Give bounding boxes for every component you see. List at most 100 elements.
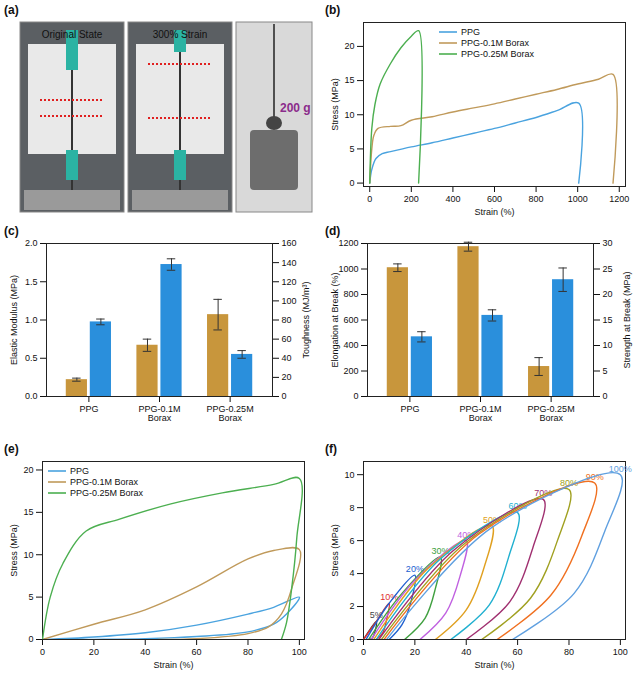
svg-text:1200: 1200 xyxy=(338,238,358,248)
svg-text:300% Strain: 300% Strain xyxy=(153,29,207,40)
svg-text:1.5: 1.5 xyxy=(25,277,38,287)
svg-text:60: 60 xyxy=(282,334,292,344)
svg-text:40: 40 xyxy=(461,647,471,657)
svg-text:Stress (MPa): Stress (MPa) xyxy=(330,78,340,131)
svg-text:1.0: 1.0 xyxy=(25,315,38,325)
svg-text:20: 20 xyxy=(89,647,99,657)
svg-text:10: 10 xyxy=(603,340,613,350)
svg-text:20: 20 xyxy=(603,289,613,299)
svg-text:PPG: PPG xyxy=(79,404,98,414)
html-text:PPG-0.25M Borax: PPG-0.25M Borax xyxy=(70,487,143,498)
svg-text:200 g: 200 g xyxy=(280,101,311,115)
svg-text:Strain (%): Strain (%) xyxy=(153,660,193,670)
svg-text:15: 15 xyxy=(603,315,613,325)
svg-text:50%: 50% xyxy=(482,514,501,525)
html-text:PPG: PPG xyxy=(70,465,89,476)
html-text:(a): (a) xyxy=(4,3,19,17)
svg-text:600: 600 xyxy=(343,315,358,325)
svg-text:20: 20 xyxy=(282,372,292,382)
svg-text:60: 60 xyxy=(513,647,523,657)
svg-text:80: 80 xyxy=(243,647,253,657)
svg-text:0.0: 0.0 xyxy=(25,391,38,401)
svg-text:40: 40 xyxy=(140,647,150,657)
svg-text:1000: 1000 xyxy=(338,264,358,274)
svg-text:0: 0 xyxy=(282,391,287,401)
svg-text:PPG-0.25MBorax: PPG-0.25MBorax xyxy=(207,404,254,423)
svg-text:5: 5 xyxy=(349,144,354,154)
svg-text:0: 0 xyxy=(353,391,358,401)
svg-text:5%: 5% xyxy=(369,610,383,621)
svg-text:200: 200 xyxy=(404,194,419,204)
svg-text:PPG-0.1MBorax: PPG-0.1MBorax xyxy=(459,404,501,423)
html-text:(f): (f) xyxy=(325,442,337,456)
svg-text:0: 0 xyxy=(349,178,354,188)
svg-text:160: 160 xyxy=(282,238,297,248)
svg-text:800: 800 xyxy=(343,289,358,299)
svg-text:PPG-0.25MBorax: PPG-0.25MBorax xyxy=(528,404,575,423)
svg-text:25: 25 xyxy=(603,264,613,274)
svg-text:30: 30 xyxy=(603,238,613,248)
svg-text:Elastic Modulus (MPa): Elastic Modulus (MPa) xyxy=(9,275,19,365)
svg-text:15: 15 xyxy=(344,75,354,85)
svg-text:2: 2 xyxy=(349,601,354,611)
svg-text:Stress (MPa): Stress (MPa) xyxy=(9,524,19,577)
svg-text:PPG: PPG xyxy=(400,404,419,414)
svg-text:400: 400 xyxy=(343,340,358,350)
svg-text:140: 140 xyxy=(282,258,297,268)
svg-text:80: 80 xyxy=(564,647,574,657)
svg-text:100: 100 xyxy=(613,647,628,657)
svg-text:Strain (%): Strain (%) xyxy=(474,660,514,670)
html-text:PPG-0.1M Borax: PPG-0.1M Borax xyxy=(461,37,529,48)
svg-text:800: 800 xyxy=(529,194,544,204)
svg-text:0.5: 0.5 xyxy=(25,353,38,363)
svg-text:1000: 1000 xyxy=(568,194,588,204)
svg-text:10: 10 xyxy=(23,550,33,560)
svg-text:5: 5 xyxy=(603,366,608,376)
svg-text:1200: 1200 xyxy=(609,194,629,204)
svg-text:100: 100 xyxy=(292,647,307,657)
svg-text:Strain (%): Strain (%) xyxy=(474,207,514,217)
svg-text:0: 0 xyxy=(40,647,45,657)
svg-text:15: 15 xyxy=(23,507,33,517)
svg-text:80: 80 xyxy=(282,315,292,325)
svg-text:120: 120 xyxy=(282,277,297,287)
html-text:PPG-0.25M Borax: PPG-0.25M Borax xyxy=(461,48,534,59)
svg-text:20: 20 xyxy=(23,465,33,475)
svg-text:10%: 10% xyxy=(380,592,399,603)
svg-text:20%: 20% xyxy=(405,564,424,575)
html-text:(d): (d) xyxy=(325,224,341,238)
svg-text:PPG-0.1MBorax: PPG-0.1MBorax xyxy=(138,404,180,423)
html-text:(e): (e) xyxy=(4,442,19,456)
svg-text:0: 0 xyxy=(367,194,372,204)
svg-text:10: 10 xyxy=(344,470,354,480)
svg-text:40: 40 xyxy=(282,353,292,363)
svg-text:10: 10 xyxy=(344,110,354,120)
svg-text:100%: 100% xyxy=(609,464,632,474)
svg-text:5: 5 xyxy=(28,592,33,602)
svg-text:600: 600 xyxy=(487,194,502,204)
svg-text:Strength at Break (MPa): Strength at Break (MPa) xyxy=(622,271,632,368)
svg-text:8: 8 xyxy=(349,503,354,513)
html-text:PPG: PPG xyxy=(461,26,480,37)
svg-text:6: 6 xyxy=(349,535,354,545)
svg-text:Original State: Original State xyxy=(42,29,103,40)
svg-text:200: 200 xyxy=(343,366,358,376)
svg-text:20: 20 xyxy=(410,647,420,657)
svg-text:2.0: 2.0 xyxy=(25,238,38,248)
svg-text:60: 60 xyxy=(192,647,202,657)
svg-text:4: 4 xyxy=(349,568,354,578)
html-text:(c): (c) xyxy=(4,224,19,238)
svg-text:400: 400 xyxy=(445,194,460,204)
svg-text:40%: 40% xyxy=(457,529,476,540)
svg-text:20: 20 xyxy=(344,41,354,51)
svg-text:Toughness (MJ/m³): Toughness (MJ/m³) xyxy=(301,281,311,358)
svg-text:Stress (MPa): Stress (MPa) xyxy=(330,524,340,577)
svg-text:0: 0 xyxy=(361,647,366,657)
svg-text:0: 0 xyxy=(28,634,33,644)
svg-text:Elongation at Break (%): Elongation at Break (%) xyxy=(330,272,340,367)
svg-text:0: 0 xyxy=(603,391,608,401)
html-text:(b): (b) xyxy=(325,3,341,17)
html-text:PPG-0.1M Borax: PPG-0.1M Borax xyxy=(70,476,138,487)
svg-text:0: 0 xyxy=(349,634,354,644)
svg-text:100: 100 xyxy=(282,296,297,306)
